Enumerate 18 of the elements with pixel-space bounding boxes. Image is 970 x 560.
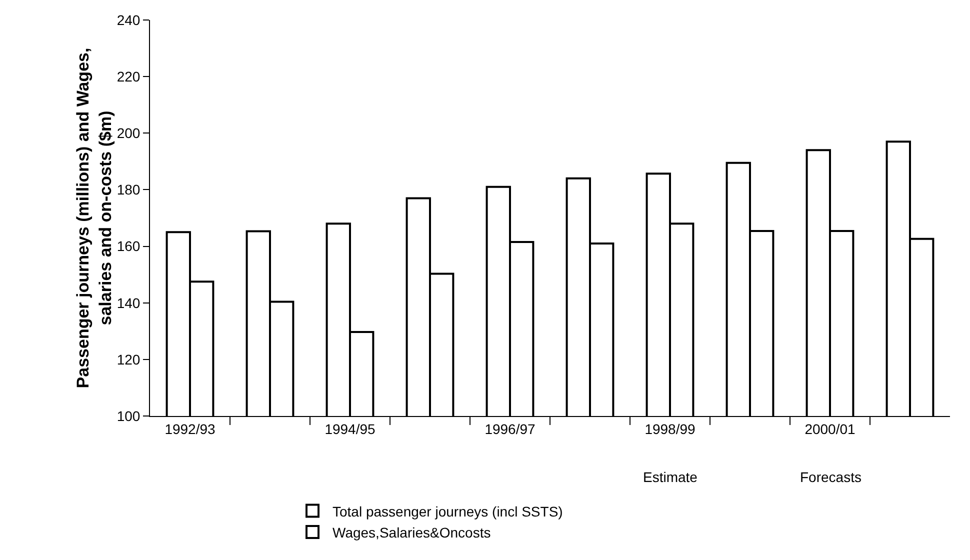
- x-tick-label: 1992/93: [164, 420, 216, 437]
- y-axis-title: Passenger journeys (millions) and Wages, salaries and on-costs ($m): [74, 48, 115, 388]
- x-tick-label: 1996/97: [484, 420, 536, 437]
- y-tick-label: 240: [116, 12, 140, 28]
- y-tick-label: 120: [116, 351, 140, 368]
- x-tick-label: 2000/01: [804, 420, 856, 437]
- y-tick-label: 140: [116, 294, 140, 311]
- text: Forecasts: [800, 469, 862, 485]
- legend-label: Wages,Salaries&Oncosts: [332, 524, 491, 540]
- text: Estimate: [643, 469, 698, 485]
- y-tick-label: 160: [116, 238, 140, 254]
- y-tick-label: 200: [116, 125, 140, 142]
- y-tick-label: 100: [116, 408, 140, 424]
- y-tick-label: 220: [116, 68, 140, 84]
- x-tick-label: 1998/99: [644, 420, 696, 437]
- y-tick-label: 180: [116, 182, 140, 198]
- x-tick-label: 1994/95: [324, 420, 376, 437]
- legend-label: Total passenger journeys (incl SSTS): [332, 503, 563, 520]
